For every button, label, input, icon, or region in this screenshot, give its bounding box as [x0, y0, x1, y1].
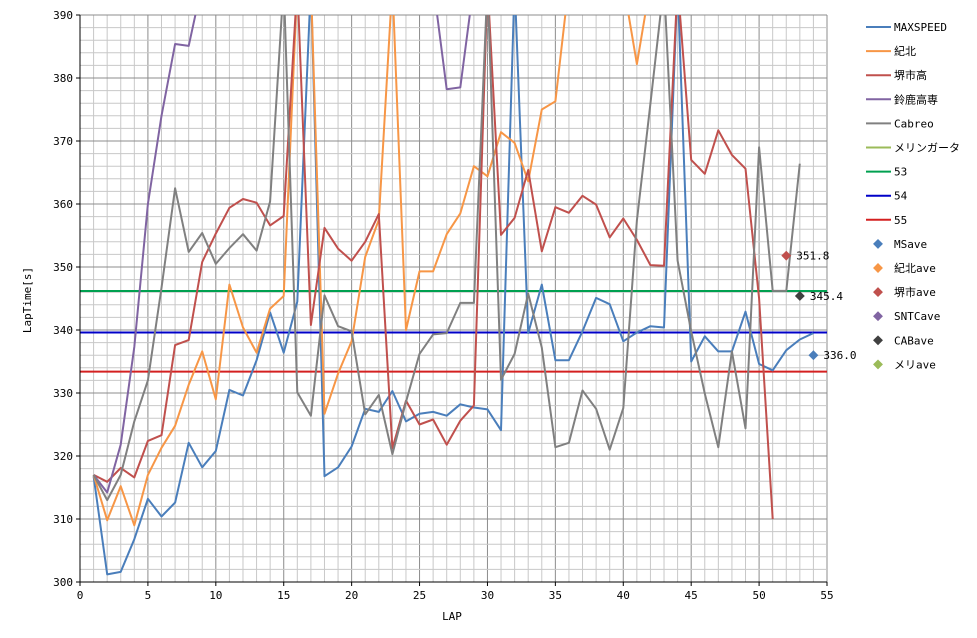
legend-label-avg-3: SNTCave [894, 310, 940, 323]
legend-label-avg-4: CABave [894, 334, 934, 347]
x-tick-label: 45 [685, 589, 698, 602]
average-marker-4 [794, 291, 805, 301]
legend-label-series-1: 紀北 [894, 45, 916, 58]
average-marker-0 [808, 350, 819, 361]
legend-label-series-2: 堺市高 [894, 68, 927, 82]
x-tick-label: 0 [77, 589, 84, 602]
series-lines [92, 15, 814, 576]
legend-label-series-4: Cabreo [894, 117, 934, 130]
x-tick-label: 50 [752, 589, 765, 602]
legend-label-series-5: メリンガータ [894, 142, 960, 155]
series-line-4 [92, 15, 801, 502]
legend-label-avg-1: 紀北ave [894, 262, 936, 275]
series-line-2 [93, 15, 774, 520]
legend-swatch-avg-5 [873, 359, 883, 370]
average-label-0: 336.0 [823, 349, 856, 362]
x-tick-label: 35 [549, 589, 562, 602]
legend-swatch-avg-3 [873, 311, 883, 322]
y-tick-label: 310 [53, 513, 73, 526]
legend-label-ref-1: 54 [894, 190, 908, 203]
legend-label-avg-2: 堺市ave [894, 285, 936, 299]
y-tick-label: 320 [53, 450, 73, 463]
legend-label-ref-2: 55 [894, 214, 907, 227]
x-tick-label: 25 [413, 589, 426, 602]
y-tick-label: 390 [53, 9, 73, 22]
x-tick-label: 10 [209, 589, 222, 602]
legend-swatch-avg-2 [873, 287, 883, 298]
y-tick-label: 370 [53, 135, 73, 148]
average-label-4: 345.4 [810, 290, 843, 303]
average-marker-2 [781, 250, 792, 261]
y-tick-label: 330 [53, 387, 73, 400]
y-tick-label: 380 [53, 72, 73, 85]
x-axis-title: LAP [442, 610, 462, 623]
x-tick-label: 5 [145, 589, 152, 602]
axes: 0 5 10 15 20 25 30 35 40 45 50 55 300 310 320 330 340 350… [53, 9, 834, 602]
legend-label-series-3: 鈴鹿高専 [894, 92, 938, 106]
x-tick-label: 20 [345, 589, 358, 602]
x-tick-label: 55 [820, 589, 833, 602]
legend-swatch-avg-0 [873, 238, 883, 249]
y-tick-label: 350 [53, 261, 73, 274]
series-line-1 [92, 15, 647, 527]
legend-label-ref-0: 53 [894, 166, 907, 179]
legend-swatch-avg-1 [873, 263, 883, 273]
series-line-0 [92, 15, 814, 576]
legend-label-series-0: MAXSPEED [894, 21, 947, 34]
series-line-3 [92, 15, 471, 494]
legend-label-avg-5: メリave [894, 358, 936, 371]
y-tick-label: 300 [53, 576, 73, 589]
reference-lines [80, 289, 827, 373]
y-tick-label: 340 [53, 324, 73, 337]
y-axis-title: LapTime[s] [21, 267, 34, 333]
y-tick-label: 360 [53, 198, 73, 211]
x-tick-label: 40 [617, 589, 630, 602]
x-tick-label: 30 [481, 589, 494, 602]
grid [79, 14, 828, 583]
plot-area [80, 15, 827, 582]
legend-label-avg-0: MSave [894, 238, 927, 251]
x-tick-label: 15 [277, 589, 290, 602]
average-label-2: 351.8 [796, 250, 829, 263]
average-markers: 336.0 351.8 345.4 [781, 250, 857, 362]
legend-swatch-avg-4 [873, 335, 883, 346]
